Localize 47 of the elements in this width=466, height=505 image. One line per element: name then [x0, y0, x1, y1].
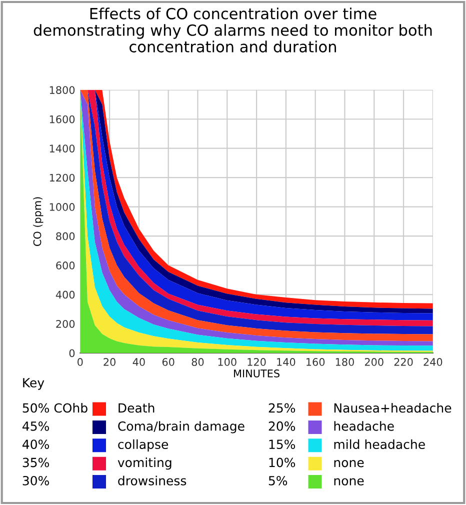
legend-label: drowsiness: [118, 476, 186, 486]
text: 15%: [269, 440, 296, 450]
x-tick-label: 180: [336, 358, 354, 366]
x-tick-label: 160: [306, 358, 325, 366]
y-tick-label: 1400: [50, 144, 75, 152]
y-tick-label: 1800: [50, 86, 75, 94]
legend-label: Coma/brain damage: [118, 421, 244, 434]
legend-label: none: [334, 478, 364, 486]
legend-label: none: [334, 460, 364, 468]
text: 20%: [268, 421, 296, 431]
x-tick-label: 120: [248, 358, 266, 366]
legend-title: Key: [23, 378, 44, 390]
text: 10%: [269, 458, 296, 468]
x-tick-label: 240: [424, 358, 442, 366]
y-axis-title: CO (ppm): [33, 197, 44, 246]
chart-title: Effects of CO concentration over time demonstrating why CO alarms need to monitor both concentration and duration: [34, 8, 432, 52]
y-tick-label: 400: [56, 290, 75, 299]
y-tick-label: 1000: [50, 203, 75, 211]
y-tick-label: 1600: [50, 115, 75, 124]
x-tick-label: 100: [218, 358, 236, 366]
legend-label: headache: [334, 421, 394, 431]
x-tick-label: 40: [132, 358, 145, 366]
x-tick-label: 20: [104, 358, 116, 366]
text: 25%: [268, 403, 296, 413]
x-tick-label: 0: [78, 358, 83, 366]
x-axis-title: MINUTES: [234, 370, 280, 378]
x-tick-label: 80: [192, 358, 204, 366]
x-tick-label: 60: [162, 358, 174, 366]
legend-label: vomiting: [118, 458, 172, 470]
text: 40%: [22, 440, 49, 450]
legend-label: Nausea+headache: [334, 403, 452, 413]
y-tick-label: 600: [56, 262, 75, 270]
text: 5%: [268, 476, 288, 486]
text: 30%: [22, 476, 49, 486]
text: 50% COhb: [22, 403, 88, 413]
y-tick-label: 200: [56, 320, 75, 328]
text: 45%: [22, 421, 49, 431]
x-tick-label: 200: [364, 358, 384, 366]
x-tick-label: 140: [277, 358, 296, 366]
legend-label: Death: [118, 403, 154, 413]
y-tick-label: 800: [56, 232, 75, 240]
x-tick-label: 220: [394, 358, 413, 366]
y-tick-label: 1200: [50, 174, 75, 182]
legend-label: mild headache: [334, 439, 425, 450]
y-tick-label: 0: [69, 349, 75, 358]
text: 35%: [22, 458, 49, 468]
legend-label: collapse: [118, 439, 168, 452]
